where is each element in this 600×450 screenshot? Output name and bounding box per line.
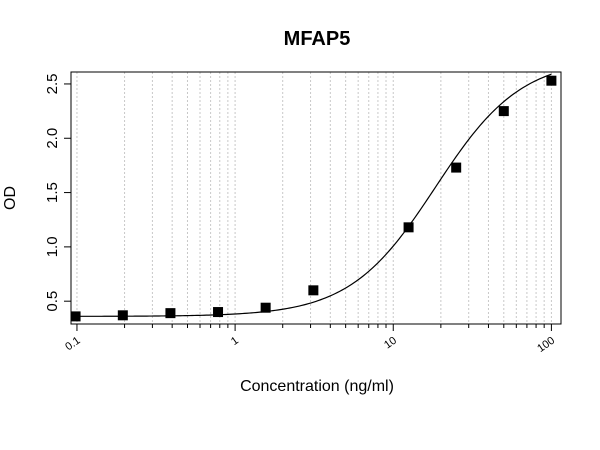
chart-title: MFAP5	[284, 28, 351, 50]
x-tick-label: 1	[229, 335, 241, 348]
plot-frame	[70, 71, 562, 325]
x-axis: 0.1 1 10 100	[63, 324, 557, 355]
x-axis-label: Concentration (ng/ml)	[240, 378, 394, 395]
y-axis-label: OD	[2, 186, 19, 210]
data-points	[70, 75, 557, 322]
data-point	[117, 310, 128, 321]
data-point	[213, 307, 224, 318]
y-tick-label: 1.0	[44, 236, 61, 257]
data-point	[308, 285, 319, 296]
data-point	[260, 302, 271, 313]
data-point	[546, 75, 557, 86]
data-point	[498, 106, 509, 117]
x-tick-label: 100	[535, 335, 557, 355]
y-tick-label: 1.5	[44, 182, 61, 203]
x-tick-label: 0.1	[63, 335, 82, 354]
y-tick-label: 0.5	[44, 291, 61, 312]
y-tick-label: 2.5	[44, 74, 61, 95]
y-axis: 0.5 1.0 1.5 2.0 2.5	[44, 74, 71, 312]
fit-curve	[75, 73, 552, 317]
data-point	[165, 308, 176, 319]
grid	[76, 72, 552, 324]
data-point	[70, 311, 81, 322]
x-tick-label: 10	[382, 335, 399, 352]
data-point	[451, 162, 462, 173]
y-tick-label: 2.0	[44, 128, 61, 149]
data-point	[403, 222, 414, 233]
